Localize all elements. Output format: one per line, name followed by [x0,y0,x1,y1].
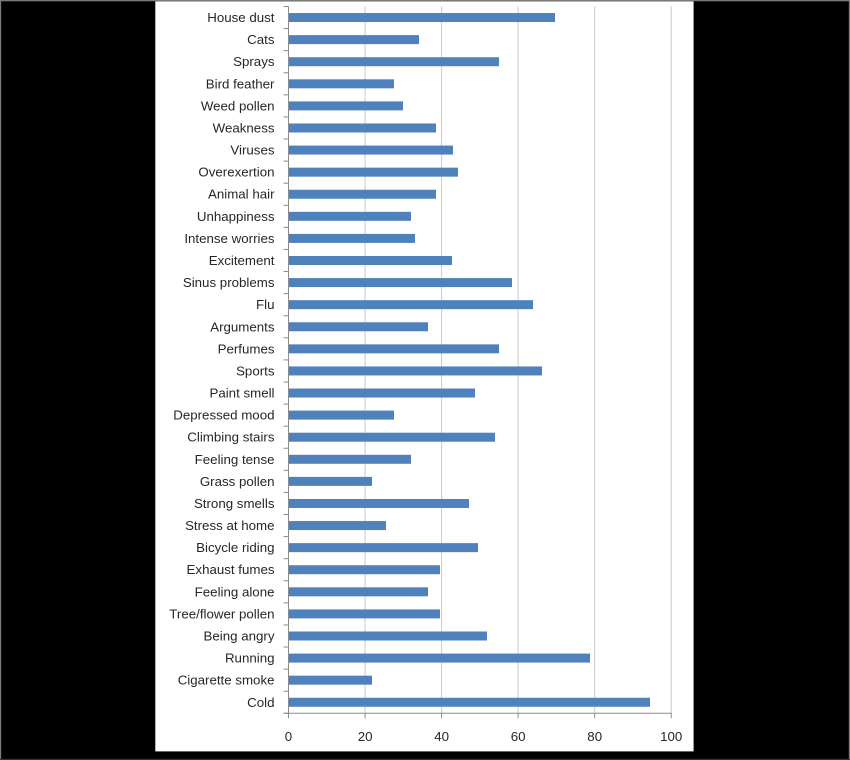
svg-text:Overexertion: Overexertion [198,165,274,180]
svg-text:Running: Running [225,651,275,666]
svg-text:40: 40 [434,729,449,744]
svg-text:House dust: House dust [207,10,275,25]
svg-text:Bird feather: Bird feather [206,76,275,91]
svg-text:Strong smells: Strong smells [194,496,275,511]
svg-text:Arguments: Arguments [210,319,275,334]
svg-text:100: 100 [660,729,682,744]
svg-text:Weakness: Weakness [213,120,275,135]
svg-text:Exhaust fumes: Exhaust fumes [187,562,275,577]
svg-text:60: 60 [511,729,526,744]
svg-text:Animal hair: Animal hair [208,187,275,202]
svg-text:Excitement: Excitement [209,253,275,268]
svg-text:Stress at home: Stress at home [185,518,274,533]
svg-text:Cold: Cold [247,695,274,710]
svg-text:Viruses: Viruses [230,143,274,158]
svg-text:Feeling tense: Feeling tense [195,452,275,467]
svg-text:Unhappiness: Unhappiness [197,209,275,224]
svg-text:Weed pollen: Weed pollen [201,98,275,113]
svg-text:Sinus problems: Sinus problems [183,275,275,290]
svg-text:Feeling alone: Feeling alone [195,584,275,599]
svg-text:Sports: Sports [236,363,275,378]
svg-text:0: 0 [285,729,292,744]
svg-text:Paint smell: Paint smell [209,386,274,401]
svg-text:Sprays: Sprays [233,54,275,69]
svg-text:Grass pollen: Grass pollen [200,474,275,489]
svg-text:Cigarette smoke: Cigarette smoke [178,673,275,688]
svg-text:Tree/flower pollen: Tree/flower pollen [169,606,274,621]
svg-text:Cats: Cats [247,32,275,47]
svg-text:20: 20 [358,729,373,744]
svg-text:Perfumes: Perfumes [218,341,275,356]
svg-text:Climbing stairs: Climbing stairs [187,430,275,445]
svg-text:80: 80 [587,729,602,744]
svg-text:Bicycle riding: Bicycle riding [196,540,274,555]
svg-text:Depressed mood: Depressed mood [173,408,274,423]
svg-text:Being angry: Being angry [204,628,275,643]
svg-text:Intense worries: Intense worries [184,231,275,246]
svg-text:Flu: Flu [256,297,274,312]
